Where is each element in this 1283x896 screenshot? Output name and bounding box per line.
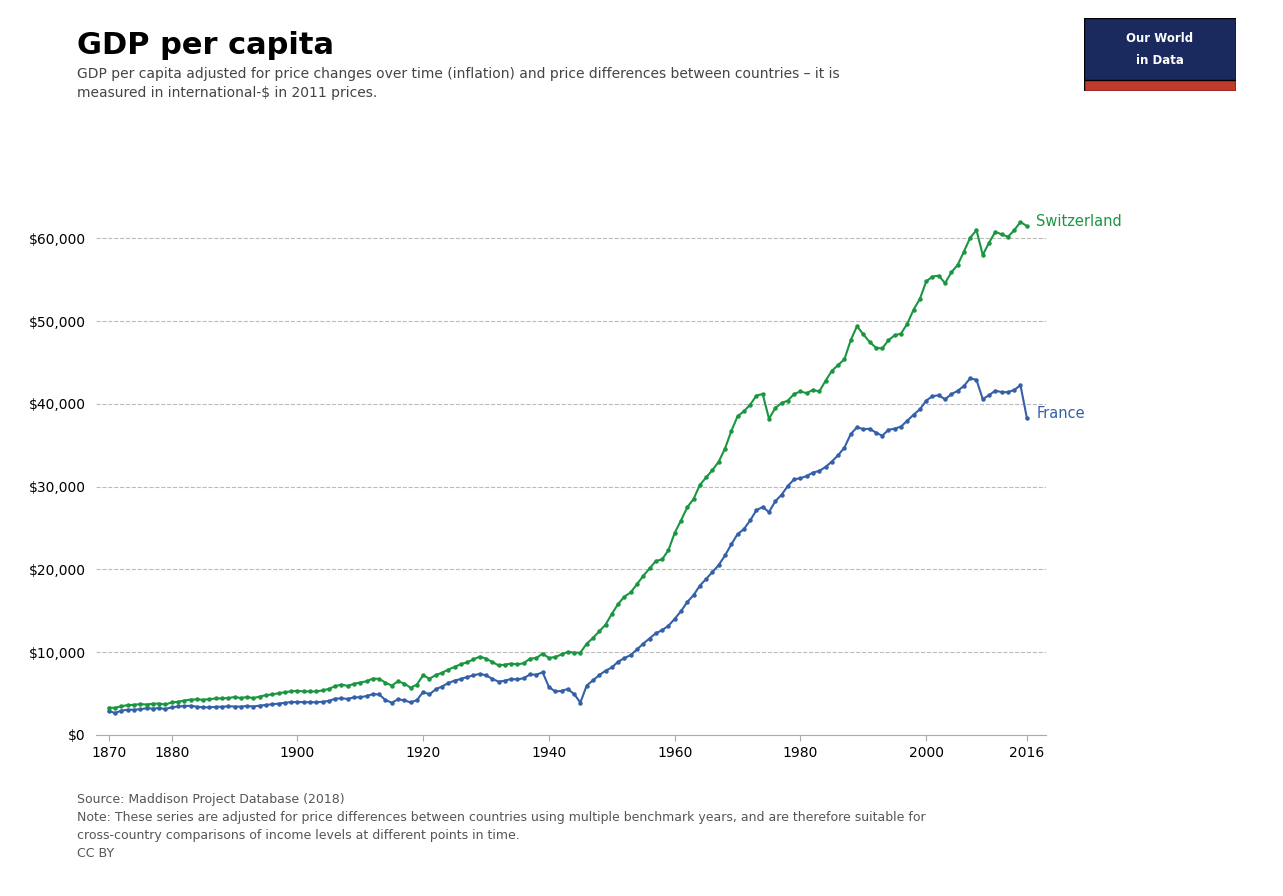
Text: Source: Maddison Project Database (2018)
Note: These series are adjusted for pri: Source: Maddison Project Database (2018)… xyxy=(77,793,925,860)
FancyBboxPatch shape xyxy=(1084,18,1236,91)
Text: GDP per capita: GDP per capita xyxy=(77,31,334,60)
Text: France: France xyxy=(1037,406,1085,421)
FancyBboxPatch shape xyxy=(1084,81,1236,91)
Text: GDP per capita adjusted for price changes over time (inflation) and price differ: GDP per capita adjusted for price change… xyxy=(77,67,839,99)
Text: in Data: in Data xyxy=(1135,54,1184,67)
Text: Switzerland: Switzerland xyxy=(1037,214,1121,229)
Text: Our World: Our World xyxy=(1126,32,1193,45)
